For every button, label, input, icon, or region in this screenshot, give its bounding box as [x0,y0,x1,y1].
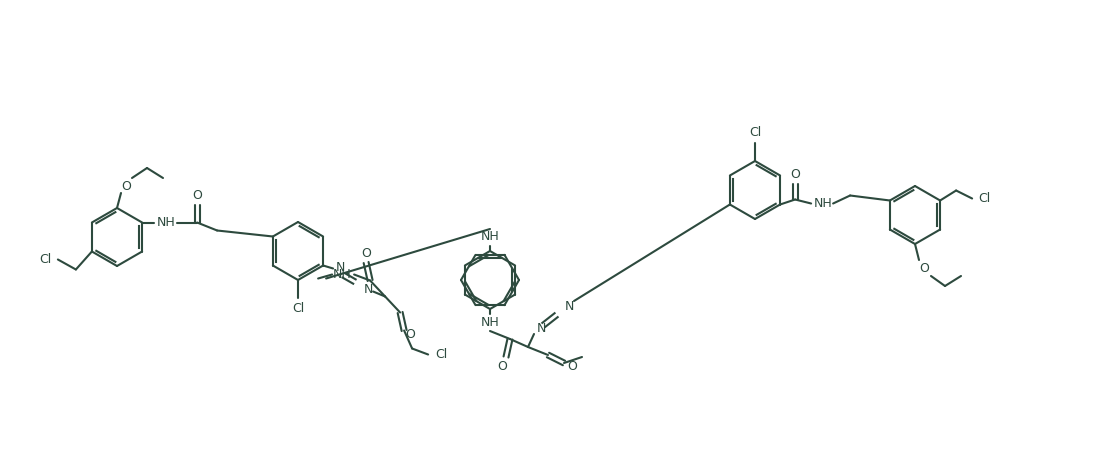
Text: N: N [564,300,574,312]
Text: Cl: Cl [979,192,991,205]
Text: NH: NH [157,216,176,229]
Text: NH: NH [332,268,351,281]
Text: N: N [536,322,545,334]
Text: O: O [121,179,131,193]
Text: N: N [363,283,373,296]
Text: O: O [361,247,371,260]
Text: NH: NH [814,197,833,210]
Text: O: O [567,360,577,374]
Text: Cl: Cl [436,348,448,361]
Text: Cl: Cl [749,127,761,139]
Text: NH: NH [480,317,499,330]
Text: O: O [497,359,507,373]
Text: O: O [790,168,800,181]
Text: Cl: Cl [292,301,304,315]
Text: NH: NH [480,230,499,244]
Text: O: O [919,261,929,275]
Text: O: O [192,189,202,202]
Text: Cl: Cl [38,253,50,266]
Text: N: N [336,261,344,274]
Text: O: O [405,328,415,341]
